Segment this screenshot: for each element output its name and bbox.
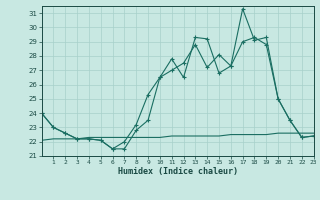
X-axis label: Humidex (Indice chaleur): Humidex (Indice chaleur): [118, 167, 237, 176]
